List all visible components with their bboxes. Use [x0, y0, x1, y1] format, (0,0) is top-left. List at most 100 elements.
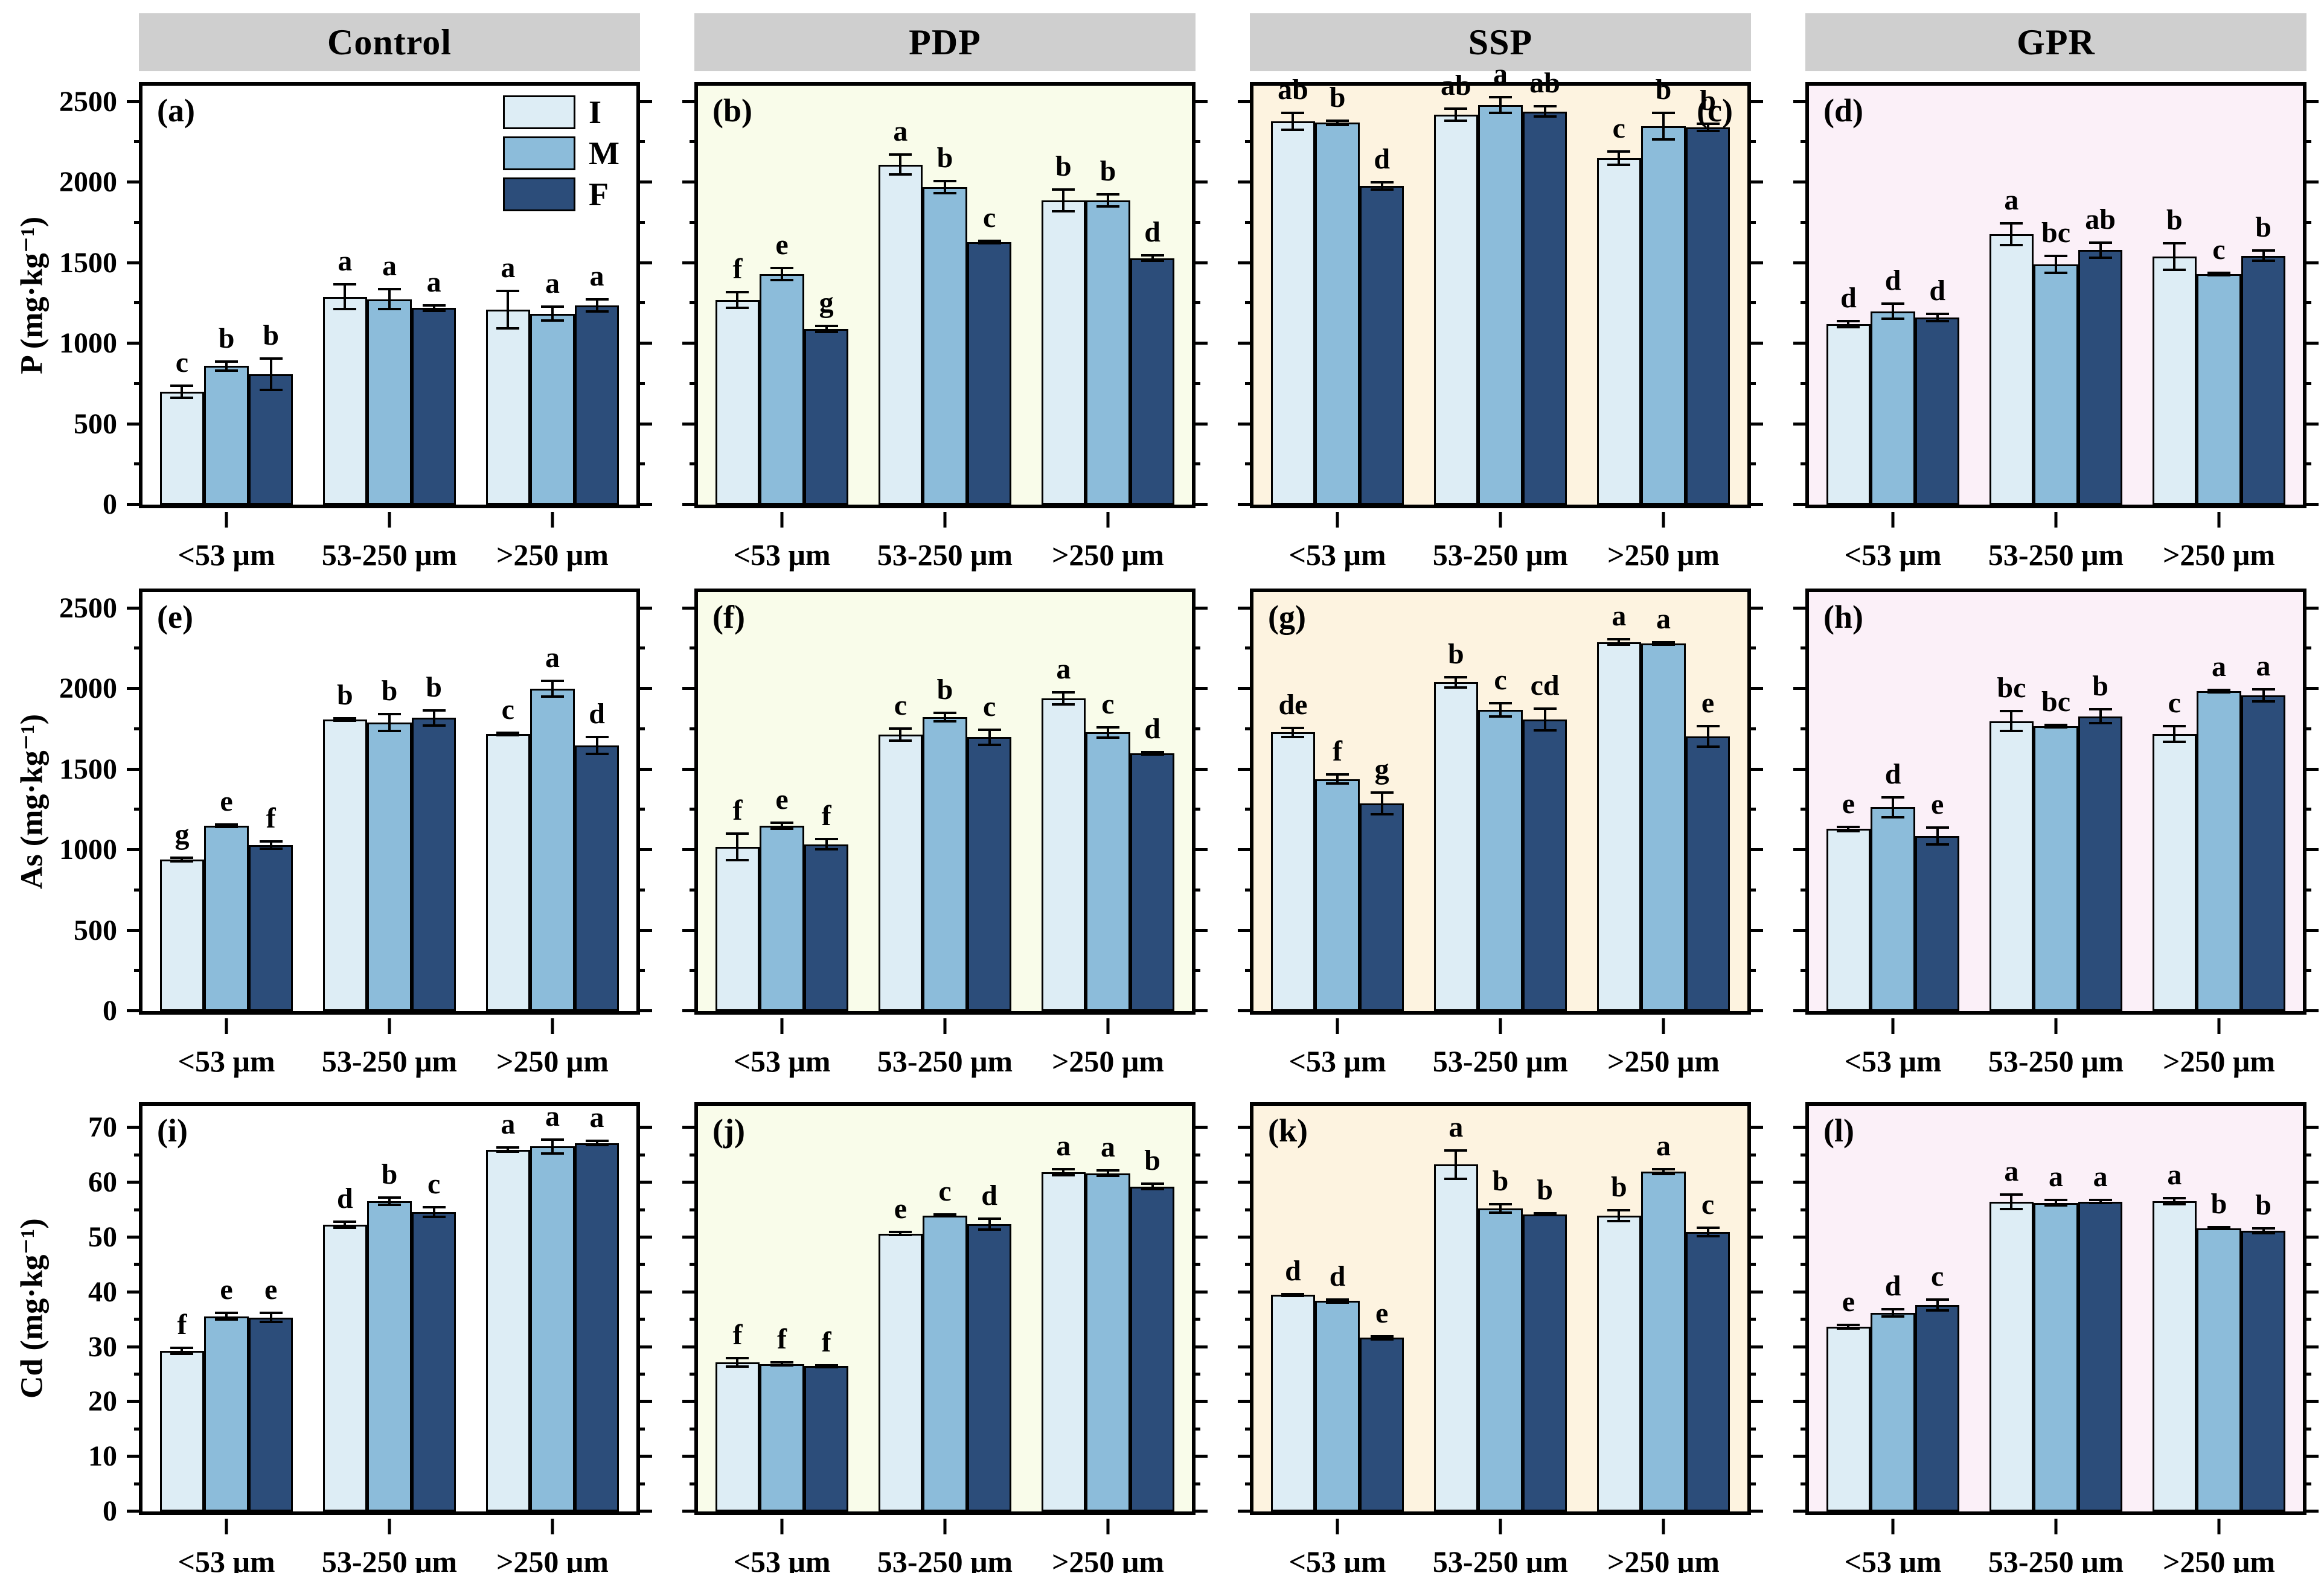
error-bar-cap-top — [978, 728, 1001, 731]
y-minor-tick — [690, 381, 698, 385]
error-bar-cap-top — [815, 838, 838, 841]
panel-label: (h) — [1823, 599, 1863, 635]
y-major-tick — [1192, 1400, 1208, 1403]
y-minor-tick — [2303, 462, 2311, 466]
y-minor-tick — [134, 1153, 142, 1157]
legend-swatch-i — [503, 95, 576, 129]
y-minor-tick — [636, 727, 645, 730]
significance-letter: g — [819, 287, 834, 319]
error-bar-cap-bottom — [889, 1234, 912, 1237]
y-minor-tick — [1245, 727, 1253, 730]
significance-letter: g — [174, 818, 190, 850]
error-bar-cap-bottom — [422, 724, 446, 727]
y-major-tick — [682, 503, 698, 506]
error-bar-cap-bottom — [2207, 1228, 2230, 1231]
column-header-label: Control — [327, 22, 452, 62]
y-major-tick — [127, 261, 142, 264]
error-bar-cap-bottom — [726, 306, 749, 309]
significance-letter: a — [338, 244, 353, 277]
error-bar — [2163, 241, 2186, 271]
y-minor-tick — [636, 969, 645, 972]
error-bar — [1444, 1149, 1468, 1180]
y-tick-label: 20 — [88, 1385, 117, 1418]
y-minor-tick — [1747, 969, 1756, 972]
error-bar-cap-bottom — [2000, 730, 2023, 733]
category-label: <53 μm — [733, 1545, 831, 1573]
error-bar-cap-top — [1370, 1335, 1394, 1338]
error-bar-cap-bottom — [1444, 1177, 1468, 1180]
y-major-tick — [127, 1510, 142, 1513]
y-minor-tick — [1747, 1263, 1756, 1266]
bar-m-group2 — [923, 1215, 967, 1511]
panel-label: (i) — [157, 1112, 188, 1149]
x-tick — [1891, 1519, 1895, 1534]
error-bar-cap-top — [1533, 1212, 1557, 1215]
panel-label: (f) — [712, 599, 745, 635]
error-bar-stem — [1618, 150, 1621, 167]
error-bar-cap-top — [378, 1196, 401, 1199]
error-bar — [2000, 222, 2023, 246]
bar-i-group1 — [1270, 732, 1316, 1011]
y-major-tick — [127, 1290, 142, 1294]
error-bar-cap-top — [2163, 1196, 2186, 1199]
category-label: 53-250 μm — [321, 538, 458, 572]
error-bar — [1489, 1202, 1512, 1214]
y-major-tick — [1238, 503, 1253, 506]
y-major-tick — [1192, 928, 1208, 932]
bar-i-group2 — [322, 1225, 368, 1511]
error-bar — [1881, 302, 1905, 321]
error-bar — [215, 1312, 238, 1321]
error-bar-cap-top — [170, 1346, 194, 1349]
error-bar-cap-top — [496, 1146, 520, 1149]
legend-swatch-m — [503, 136, 576, 170]
y-major-tick — [1192, 1290, 1208, 1294]
y-major-tick — [1238, 180, 1253, 184]
error-bar-cap-top — [585, 735, 609, 738]
significance-letter: c — [894, 689, 908, 722]
category-label: <53 μm — [1288, 1545, 1386, 1573]
error-bar-cap-top — [933, 180, 956, 183]
y-minor-tick — [636, 1263, 645, 1266]
error-bar-cap-top — [1696, 123, 1720, 126]
error-bar-stem — [825, 325, 828, 333]
y-major-tick — [2303, 1400, 2319, 1403]
error-bar-cap-top — [540, 680, 564, 683]
significance-letter: b — [1610, 1170, 1627, 1203]
error-bar-cap-top — [1881, 1308, 1905, 1311]
y-major-tick — [636, 1455, 652, 1458]
error-bar-cap-bottom — [1444, 686, 1468, 689]
error-bar-cap-top — [1925, 1298, 1949, 1301]
error-bar-stem — [1499, 701, 1502, 718]
error-bar-cap-top — [933, 1213, 956, 1216]
error-bar-stem — [551, 1138, 554, 1155]
error-bar-cap-bottom — [1837, 829, 1860, 832]
y-major-tick — [2303, 180, 2319, 184]
legend-swatch-f — [503, 177, 576, 211]
y-minor-tick — [134, 1427, 142, 1431]
y-major-tick — [1747, 1400, 1763, 1403]
panel-label: (a) — [157, 92, 195, 129]
error-bar-cap-top — [2252, 688, 2275, 691]
bar-i-group1 — [159, 1350, 205, 1511]
x-tick — [388, 1018, 391, 1034]
y-major-tick — [1747, 261, 1763, 264]
bar-i-group2 — [1433, 115, 1479, 505]
bar-m-group1 — [760, 1364, 804, 1511]
x-tick — [1336, 1519, 1339, 1534]
error-bar — [726, 291, 749, 309]
y-major-tick — [1747, 1235, 1763, 1239]
error-bar — [1444, 107, 1468, 123]
error-bar-stem — [2099, 241, 2102, 259]
error-bar-cap-top — [1651, 111, 1675, 114]
bar-m-group3 — [2197, 1228, 2241, 1511]
y-minor-tick — [636, 888, 645, 892]
y-major-tick — [1238, 1290, 1253, 1294]
y-major-tick — [636, 422, 652, 426]
category-label: <53 μm — [733, 538, 831, 572]
bar-m-group1 — [204, 1316, 249, 1511]
y-minor-tick — [636, 808, 645, 811]
y-tick-label: 70 — [88, 1111, 117, 1144]
y-major-tick — [636, 928, 652, 932]
y-minor-tick — [636, 1208, 645, 1211]
y-major-tick — [2303, 261, 2319, 264]
